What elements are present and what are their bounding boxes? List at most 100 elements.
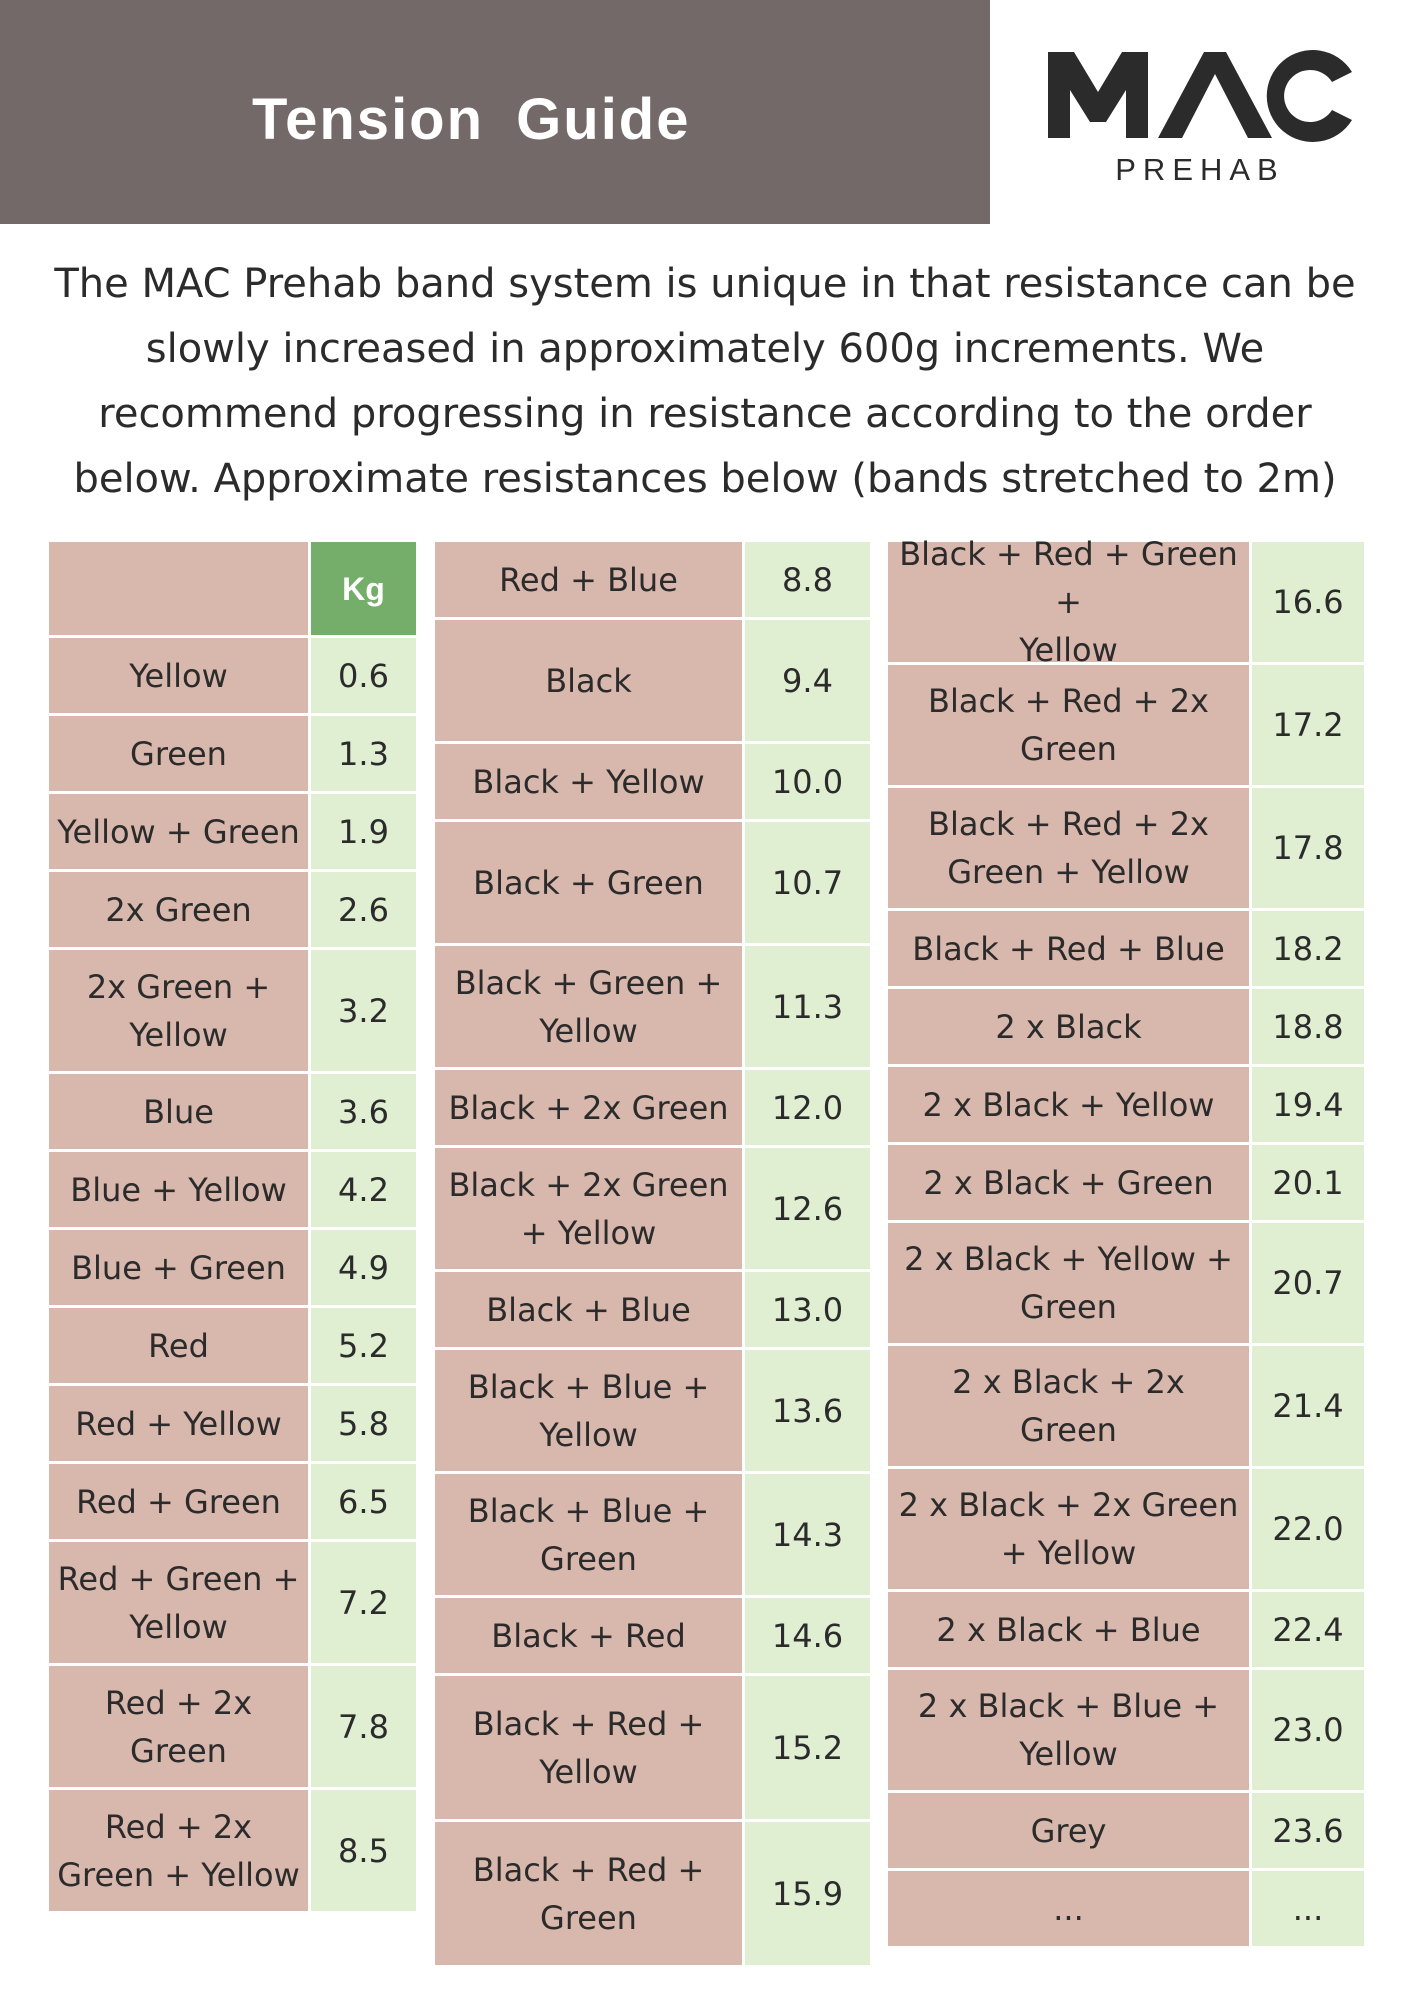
table-row: 2 x Black + Green 20.1 [888, 1145, 1364, 1220]
band-combination: Red + Green [49, 1464, 308, 1539]
table-row: 2 x Black + Blue 22.4 [888, 1592, 1364, 1667]
resistance-kg: 1.3 [311, 716, 416, 791]
band-combination: 2 x Black + 2x Green [888, 1346, 1249, 1466]
band-combination: Black + Red + 2x Green [888, 665, 1249, 785]
table-row: ...... [888, 1871, 1364, 1946]
band-combination: Black + Red + Blue [888, 911, 1249, 986]
band-combination: Black + Green [435, 822, 742, 943]
band-combination: Red + 2x Green + Yellow [49, 1790, 308, 1911]
resistance-kg: 22.4 [1252, 1592, 1364, 1667]
tension-table-column-1: Kg Yellow 0.6 Green 1.3 Yellow + Green 1.9 2x G… [49, 542, 416, 1914]
kg-header: Kg [311, 542, 416, 635]
band-combination: Black + Red + Green + Yellow [888, 535, 1249, 669]
resistance-kg: 9.4 [745, 620, 870, 741]
table-row: Red 5.2 [49, 1308, 416, 1383]
tension-table-column-2: Red + Blue 8.8 Black 9.4 Black + Yellow 10.0 B… [435, 542, 870, 1968]
resistance-kg: 20.1 [1252, 1145, 1364, 1220]
band-combination: Black + Red + 2x Green + Yellow [888, 788, 1249, 908]
tension-table-column-3: Black + Red + Green + Yellow 16.6 Black + R… [888, 535, 1364, 1949]
table-row: Black + Red 14.6 [435, 1598, 870, 1673]
logo-subtitle: PREHAB [1115, 152, 1285, 187]
table-row: 2x Green 2.6 [49, 872, 416, 947]
band-combination: Black + Blue [435, 1272, 742, 1347]
band-combination: 2 x Black + Yellow [888, 1067, 1249, 1142]
mac-prehab-logo: PREHAB [1040, 40, 1360, 190]
resistance-kg: 13.0 [745, 1272, 870, 1347]
table-row: Blue 3.6 [49, 1074, 416, 1149]
resistance-kg: 10.7 [745, 822, 870, 943]
resistance-kg: 18.8 [1252, 989, 1364, 1064]
intro-line: The MAC Prehab band system is unique in … [54, 261, 1356, 307]
resistance-kg: 12.6 [745, 1148, 870, 1269]
resistance-kg: 16.6 [1252, 542, 1364, 662]
table-row: 2 x Black + 2x Green + Yellow 22.0 [888, 1469, 1364, 1589]
table-row: Black + Red + 2x Green 17.2 [888, 665, 1364, 785]
table-row: Red + Green + Yellow 7.2 [49, 1542, 416, 1663]
table-row: Red + Yellow 5.8 [49, 1386, 416, 1461]
band-combination: 2x Green [49, 872, 308, 947]
table-row: Green 1.3 [49, 716, 416, 791]
table-row: Grey 23.6 [888, 1793, 1364, 1868]
table-row: Yellow + Green 1.9 [49, 794, 416, 869]
resistance-kg: 14.3 [745, 1474, 870, 1595]
resistance-kg: 4.9 [311, 1230, 416, 1305]
table-row: Blue + Green 4.9 [49, 1230, 416, 1305]
resistance-kg: 21.4 [1252, 1346, 1364, 1466]
band-combination: 2x Green + Yellow [49, 950, 308, 1071]
table-row: Black + Blue 13.0 [435, 1272, 870, 1347]
band-combination: Green [49, 716, 308, 791]
table-row: Black + Blue + Yellow 13.6 [435, 1350, 870, 1471]
band-combination: Black + Green + Yellow [435, 946, 742, 1067]
table-row: Black + Green 10.7 [435, 822, 870, 943]
table-row: Red + Green 6.5 [49, 1464, 416, 1539]
resistance-kg: 5.2 [311, 1308, 416, 1383]
table-row: Black + 2x Green 12.0 [435, 1070, 870, 1145]
resistance-kg: 6.5 [311, 1464, 416, 1539]
resistance-kg: 10.0 [745, 744, 870, 819]
band-combination: 2 x Black [888, 989, 1249, 1064]
table-row: Black + 2x Green + Yellow 12.6 [435, 1148, 870, 1269]
table-header-row: Kg [49, 542, 416, 635]
band-combination: Black + Blue + Yellow [435, 1350, 742, 1471]
resistance-kg: 14.6 [745, 1598, 870, 1673]
band-combination: Black + 2x Green + Yellow [435, 1148, 742, 1269]
band-combination: ... [888, 1871, 1249, 1946]
resistance-kg: 5.8 [311, 1386, 416, 1461]
table-row: Yellow 0.6 [49, 638, 416, 713]
resistance-kg: ... [1252, 1871, 1364, 1946]
mac-logo-mark [1048, 50, 1352, 142]
table-row: 2 x Black + Yellow 19.4 [888, 1067, 1364, 1142]
table-row: Red + 2x Green 7.8 [49, 1666, 416, 1787]
resistance-kg: 18.2 [1252, 911, 1364, 986]
table-row: 2 x Black + Blue + Yellow 23.0 [888, 1670, 1364, 1790]
resistance-kg: 7.8 [311, 1666, 416, 1787]
intro-line: below. Approximate resistances below (ba… [73, 456, 1337, 502]
header-banner: Tension Guide [0, 0, 990, 224]
band-combination: Black + 2x Green [435, 1070, 742, 1145]
table-row: 2 x Black + Yellow + Green 20.7 [888, 1223, 1364, 1343]
band-combination: Blue + Yellow [49, 1152, 308, 1227]
resistance-kg: 17.8 [1252, 788, 1364, 908]
table-row: Red + Blue 8.8 [435, 542, 870, 617]
resistance-kg: 12.0 [745, 1070, 870, 1145]
band-combination: Black + Red [435, 1598, 742, 1673]
band-combination: 2 x Black + Green [888, 1145, 1249, 1220]
table-row: Black + Red + Yellow 15.2 [435, 1676, 870, 1819]
band-combination: Blue + Green [49, 1230, 308, 1305]
resistance-kg: 22.0 [1252, 1469, 1364, 1589]
resistance-kg: 3.6 [311, 1074, 416, 1149]
page-title: Tension Guide [252, 87, 691, 152]
table-row: 2x Green + Yellow 3.2 [49, 950, 416, 1071]
table-row: Black 9.4 [435, 620, 870, 741]
resistance-kg: 13.6 [745, 1350, 870, 1471]
band-combination: Black [435, 620, 742, 741]
band-combination: 2 x Black + Yellow + Green [888, 1223, 1249, 1343]
band-combination: Red [49, 1308, 308, 1383]
resistance-kg: 2.6 [311, 872, 416, 947]
table-row: Black + Red + Green + Yellow 16.6 [888, 535, 1364, 669]
band-combination: Blue [49, 1074, 308, 1149]
table-row: Black + Red + Blue 18.2 [888, 911, 1364, 986]
table-row: Blue + Yellow 4.2 [49, 1152, 416, 1227]
resistance-kg: 19.4 [1252, 1067, 1364, 1142]
band-combination: Black + Yellow [435, 744, 742, 819]
